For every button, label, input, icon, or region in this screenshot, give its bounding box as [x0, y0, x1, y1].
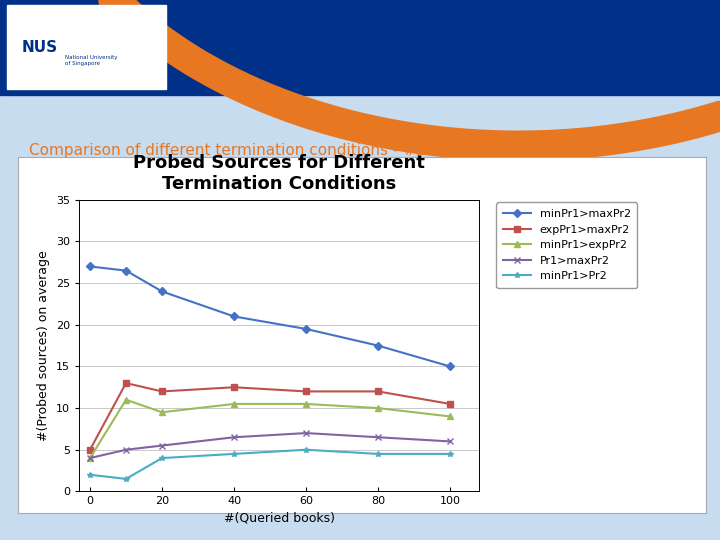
minPr1>expPr2	[122, 396, 130, 403]
Y-axis label: #(Probed sources) on average: #(Probed sources) on average	[37, 250, 50, 441]
Title: Probed Sources for Different
Termination Conditions: Probed Sources for Different Termination…	[133, 154, 425, 193]
Bar	[0, 0, 720, 94]
Line: minPr1>Pr2: minPr1>Pr2	[87, 447, 453, 482]
minPr1>expPr2	[86, 455, 94, 461]
minPr1>maxPr2	[158, 288, 166, 295]
Bar	[7, 5, 166, 89]
minPr1>maxPr2	[86, 263, 94, 269]
Pr1>maxPr2	[158, 442, 166, 449]
minPr1>maxPr2	[374, 342, 382, 349]
minPr1>Pr2	[446, 451, 454, 457]
Line: Pr1>maxPr2: Pr1>maxPr2	[87, 430, 453, 461]
Pr1>maxPr2	[374, 434, 382, 441]
minPr1>Pr2	[302, 447, 310, 453]
Pr1>maxPr2	[302, 430, 310, 436]
minPr1>Pr2	[86, 471, 94, 478]
minPr1>expPr2	[158, 409, 166, 415]
Pr1>maxPr2	[446, 438, 454, 444]
expPr1>maxPr2	[158, 388, 166, 395]
Pr1>maxPr2	[86, 455, 94, 461]
Text: Comparison of different termination conditions - #probed sources: Comparison of different termination cond…	[29, 143, 534, 158]
expPr1>maxPr2	[86, 447, 94, 453]
X-axis label: #(Queried books): #(Queried books)	[223, 512, 335, 525]
expPr1>maxPr2	[230, 384, 238, 390]
minPr1>Pr2	[374, 451, 382, 457]
minPr1>maxPr2	[230, 313, 238, 320]
expPr1>maxPr2	[446, 401, 454, 407]
Line: minPr1>expPr2: minPr1>expPr2	[87, 397, 453, 461]
expPr1>maxPr2	[122, 380, 130, 386]
minPr1>expPr2	[230, 401, 238, 407]
minPr1>Pr2	[122, 476, 130, 482]
Pr1>maxPr2	[230, 434, 238, 441]
Text: National University
of Singapore: National University of Singapore	[65, 56, 117, 66]
minPr1>expPr2	[302, 401, 310, 407]
Legend: minPr1>maxPr2, expPr1>maxPr2, minPr1>expPr2, Pr1>maxPr2, minPr1>Pr2: minPr1>maxPr2, expPr1>maxPr2, minPr1>exp…	[496, 202, 637, 288]
minPr1>maxPr2	[122, 267, 130, 274]
minPr1>maxPr2	[446, 363, 454, 370]
Line: minPr1>maxPr2: minPr1>maxPr2	[87, 264, 453, 369]
minPr1>Pr2	[230, 451, 238, 457]
minPr1>expPr2	[374, 405, 382, 411]
expPr1>maxPr2	[302, 388, 310, 395]
Line: expPr1>maxPr2: expPr1>maxPr2	[87, 380, 453, 453]
Text: NUS: NUS	[22, 40, 58, 55]
minPr1>expPr2	[446, 413, 454, 420]
minPr1>maxPr2	[302, 326, 310, 332]
minPr1>Pr2	[158, 455, 166, 461]
Pr1>maxPr2	[122, 447, 130, 453]
expPr1>maxPr2	[374, 388, 382, 395]
